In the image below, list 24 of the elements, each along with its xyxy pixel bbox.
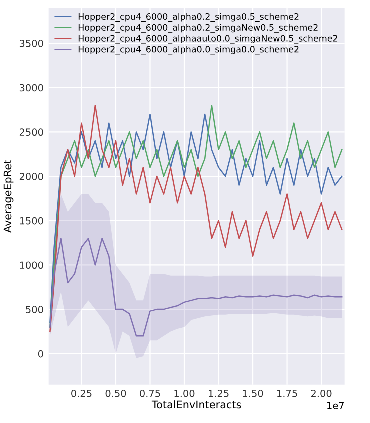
y-tick-label: 1500 — [20, 217, 44, 225]
y-tick-label: 2500 — [20, 128, 44, 136]
legend-label: Hopper2_cpu4_6000_alpha0.0_simga0.0_scheme2 — [78, 46, 299, 55]
legend-label: Hopper2_cpu4_6000_alpha0.2_simgaNew0.5_scheme2 — [78, 24, 318, 33]
y-tick-label: 1000 — [20, 262, 44, 270]
y-tick-label: 0 — [38, 350, 44, 358]
x-tick-label: 0.50 — [106, 390, 126, 398]
line-series — [50, 238, 343, 337]
x-tick-label: 1.25 — [209, 390, 229, 398]
x-tick-label: 1.50 — [243, 390, 264, 398]
x-tick-label: 1.00 — [174, 390, 195, 398]
y-tick-label: 500 — [26, 306, 44, 314]
y-tick-label: 3000 — [20, 84, 44, 92]
x-tick-label: 1.75 — [278, 390, 298, 398]
x-tick-label: 0.75 — [140, 390, 160, 398]
legend-label: Hopper2_cpu4_6000_alphaauto0.0_simgaNew0.5_scheme2 — [78, 35, 338, 44]
text: 1e7 — [328, 402, 344, 410]
x-tick-label: 2.00 — [311, 390, 332, 398]
y-tick-label: 3500 — [20, 40, 44, 48]
x-axis-title: TotalEnvInteracts — [152, 400, 242, 409]
y-tick-label: 2000 — [20, 173, 44, 180]
x-tick-label: 0.25 — [72, 390, 92, 398]
legend-label: Hopper2_cpu4_6000_alpha0.2_simga0.5_scheme2 — [78, 13, 299, 22]
y-axis-title: AverageEpRet — [4, 160, 14, 234]
